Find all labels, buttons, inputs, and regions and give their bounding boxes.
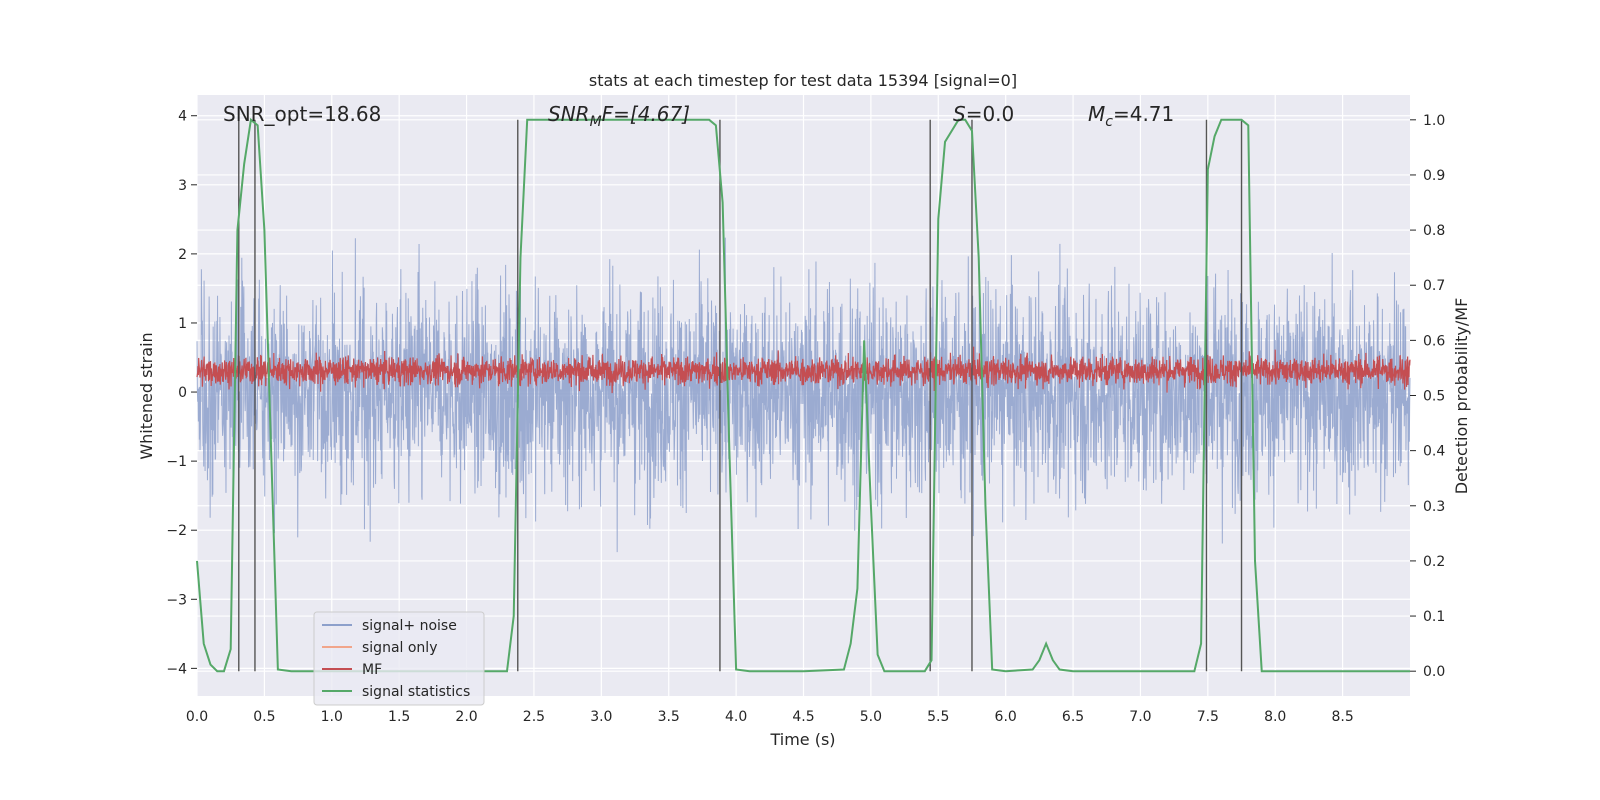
legend-label-mf: MF [362,662,382,678]
legend-label-signal-only: signal only [362,640,437,656]
y-tick-label-0: −4 [166,661,187,677]
x-tick-label-11: 5.5 [927,709,949,725]
signal-statistics-line [196,117,1410,673]
x-tick-label-8: 4.0 [725,709,747,725]
legend-box [313,611,485,706]
annotation-s: S=0.0 [953,102,1014,126]
y-tick-label-3: −1 [166,454,187,470]
mf-line [196,346,1411,394]
y-tick-label-6: 2 [178,247,187,263]
annotation-snr-mf-sub: M [590,114,602,130]
x-tick-label-10: 5.0 [860,709,882,725]
y2-tick-label-9: 0.9 [1423,168,1445,184]
x-tick-label-12: 6.0 [995,709,1017,725]
y2-tick-label-0: 0.0 [1423,664,1445,680]
annotation-mc-rest: =4.71 [1113,102,1174,126]
y-axis-label: Whitened strain [137,332,156,459]
y2-tick-label-7: 0.7 [1423,278,1445,294]
x-tick-label-4: 2.0 [455,709,477,725]
y2-tick-label-4: 0.4 [1423,444,1445,460]
annotation-mc-main: M [1088,102,1105,126]
y2-axis-label: Detection probability/MF [1452,298,1471,495]
annotation-mc-sub: c [1105,114,1113,130]
x-tick-label-1: 0.5 [253,709,275,725]
annotation-mc: Mc=4.71 [1088,102,1174,130]
y2-tick-label-6: 0.6 [1423,333,1445,349]
x-tick-label-0: 0.0 [186,709,208,725]
x-tick-label-15: 7.5 [1197,709,1219,725]
y-axis-ticks: −4 −3 −2 −1 0 1 2 3 4 [166,109,197,677]
x-tick-label-9: 4.5 [792,709,814,725]
y2-tick-label-1: 0.1 [1423,609,1445,625]
x-tick-label-6: 3.0 [590,709,612,725]
y2-axis-ticks: 0.0 0.1 0.2 0.3 0.4 0.5 0.6 0.7 0.8 0.9 1.0 [1410,113,1445,680]
x-tick-label-7: 3.5 [658,709,680,725]
y-tick-label-5: 1 [178,316,187,332]
y-tick-label-2: −2 [166,523,187,539]
y-tick-label-8: 4 [178,109,187,125]
y2-tick-label-3: 0.3 [1423,499,1445,515]
y-tick-label-4: 0 [178,385,187,401]
x-axis-label: Time (s) [769,730,835,749]
series-mf [196,346,1411,394]
x-tick-label-14: 7.0 [1129,709,1151,725]
x-tick-label-3: 1.5 [388,709,410,725]
legend: signal+ noise signal only MF signal stat… [313,611,485,706]
y2-tick-label-5: 0.5 [1423,389,1445,405]
y2-tick-label-8: 0.8 [1423,223,1445,239]
vertical-markers [238,119,1243,672]
annotation-snr-mf: SNRMF=[4.67] [548,102,690,130]
annotation-s-main: S [953,102,966,126]
annotation-snr-opt: SNR_opt=18.68 [223,102,381,126]
x-tick-label-2: 1.0 [321,709,343,725]
annotation-snr-mf-main: SNR [548,102,590,126]
x-axis-ticks: 0.0 0.5 1.0 1.5 2.0 2.5 3.0 3.5 4.0 4.5 5.0 5.5 6.0 6… [186,709,1354,725]
y2-tick-label-10: 1.0 [1423,113,1445,129]
annotation-snr-mf-rest: F=[4.67] [602,102,690,126]
x-tick-label-5: 2.5 [523,709,545,725]
annotation-s-rest: =0.0 [966,102,1015,126]
x-tick-label-13: 6.5 [1062,709,1084,725]
x-tick-label-17: 8.5 [1331,709,1353,725]
series-signal-statistics [196,117,1410,673]
y-tick-label-7: 3 [178,178,187,194]
x-tick-label-16: 8.0 [1264,709,1286,725]
legend-label-signal-statistics: signal statistics [362,684,470,700]
chart-title: stats at each timestep for test data 153… [589,71,1017,90]
legend-label-signal-noise: signal+ noise [362,618,457,634]
y-tick-label-1: −3 [166,592,187,608]
y2-tick-label-2: 0.2 [1423,554,1445,570]
